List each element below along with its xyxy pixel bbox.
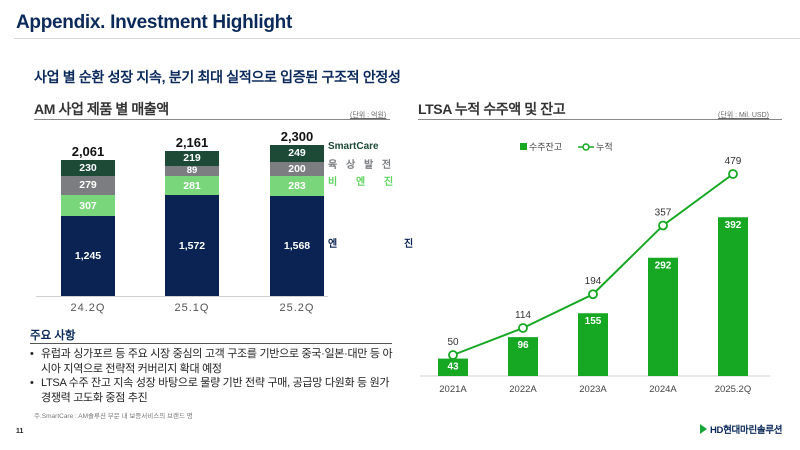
x-tick-label: 2021A xyxy=(439,384,467,395)
logo-arrow-icon xyxy=(700,424,707,434)
bar-value-label: 283 xyxy=(288,179,306,192)
notes-list: 유럽과 싱가포르 등 주요 시장 중심의 고객 구조를 기반으로 중국·일본·대… xyxy=(30,347,400,405)
cumulative-value-label: 50 xyxy=(447,337,459,348)
bar-segment: 1,572 xyxy=(165,195,219,296)
backlog-value-label: 96 xyxy=(517,340,529,351)
x-axis-line xyxy=(36,296,328,297)
series-legend-label: 육 상 발 전 xyxy=(328,160,395,171)
bar-total-label: 2,300 xyxy=(280,128,314,144)
bar-value-label: 230 xyxy=(79,161,97,174)
x-tick-label: 2025.2Q xyxy=(715,384,751,395)
backlog-value-label: 155 xyxy=(585,316,602,327)
legend-item-cumulative: 누적 xyxy=(578,140,613,153)
footnote: 주.SmartCare : AM솔루션 부문 내 보증서비스의 브랜드 명 xyxy=(34,413,193,420)
backlog-bar xyxy=(648,257,678,376)
legend-square-icon xyxy=(520,143,527,150)
bar-segment: 230 xyxy=(61,159,115,176)
notes-title: 주요 사항 xyxy=(30,330,76,342)
series-legend-label: SmartCare xyxy=(328,141,379,152)
cumulative-value-label: 114 xyxy=(515,310,531,321)
backlog-bar xyxy=(438,358,468,376)
bar-value-label: 279 xyxy=(79,179,97,192)
cumulative-point xyxy=(658,220,668,231)
ltsa-legend: 수주잔고 누적 xyxy=(520,140,613,153)
right-section-title: LTSA 누적 수주액 및 잔고 xyxy=(418,101,566,117)
note-item: LTSA 수주 잔고 지속 성장 바탕으로 물량 기반 전략 구매, 공급망 다… xyxy=(30,376,400,405)
x-tick-label: 2023A xyxy=(579,384,607,395)
logo-text: HD현대마린솔루션 xyxy=(710,425,783,436)
backlog-bar xyxy=(718,217,748,376)
x-tick-label: 25.1Q xyxy=(174,302,210,314)
notes-divider xyxy=(30,343,392,344)
x-tick-label: 2022A xyxy=(509,384,537,395)
series-legend-label: 비 엔 진 xyxy=(328,177,402,188)
backlog-bar xyxy=(508,337,538,376)
left-section-divider xyxy=(34,119,390,120)
cumulative-value-label: 479 xyxy=(725,156,742,167)
bar-segment: 279 xyxy=(61,175,115,195)
cumulative-point xyxy=(728,169,738,179)
legend-label-cumulative: 누적 xyxy=(596,142,613,152)
bar-value-label: 281 xyxy=(183,179,201,192)
bar-value-label: 219 xyxy=(183,152,201,165)
backlog-value-label: 292 xyxy=(655,261,672,272)
legend-label-backlog: 수주잔고 xyxy=(529,142,563,152)
bar-total-label: 2,161 xyxy=(175,134,209,150)
cumulative-point xyxy=(448,350,458,360)
bar-value-label: 200 xyxy=(288,163,306,176)
backlog-bar xyxy=(578,313,608,376)
x-tick-label: 2024A xyxy=(649,384,677,395)
bar-segment: 281 xyxy=(165,175,219,196)
company-logo: HD현대마린솔루션 xyxy=(700,422,783,436)
right-unit-label: (단위 : Mil. USD) xyxy=(718,112,769,119)
bar-value-label: 1,568 xyxy=(283,239,311,252)
bar-value-label: 307 xyxy=(79,199,97,212)
bar-value-label: 89 xyxy=(186,165,198,177)
backlog-value-label: 43 xyxy=(447,362,459,373)
x-tick-label: 25.2Q xyxy=(279,302,315,314)
right-section-divider xyxy=(418,119,782,120)
page-title: Appendix. Investment Highlight xyxy=(16,12,293,33)
bar-segment: 1,568 xyxy=(270,195,324,296)
bar-value-label: 1,245 xyxy=(74,250,102,263)
x-tick-label: 24.2Q xyxy=(70,302,106,314)
bar-segment: 249 xyxy=(270,144,324,163)
series-legend-label: 엔 진 xyxy=(328,239,446,250)
left-section-title: AM 사업 제품 별 매출액 xyxy=(34,101,169,117)
bar-segment: 200 xyxy=(270,162,324,176)
left-unit-label: (단위 : 억원) xyxy=(350,112,387,119)
bar-segment: 283 xyxy=(270,175,324,196)
cumulative-value-label: 194 xyxy=(585,276,602,287)
cumulative-point xyxy=(588,289,598,300)
bar-segment: 219 xyxy=(165,150,219,166)
headline: 사업 별 순환 성장 지속, 분기 최대 실적으로 입증된 구조적 안정성 xyxy=(34,69,401,85)
cumulative-value-label: 357 xyxy=(655,207,672,218)
bar-segment: 89 xyxy=(165,165,219,177)
bar-segment: 307 xyxy=(61,194,115,217)
title-divider xyxy=(14,38,800,39)
legend-line-marker-icon xyxy=(578,142,595,151)
bar-value-label: 1,572 xyxy=(178,239,206,252)
cumulative-point xyxy=(518,323,528,333)
bar-segment: 1,245 xyxy=(61,216,115,296)
bar-value-label: 249 xyxy=(288,147,306,160)
legend-item-backlog: 수주잔고 xyxy=(520,140,562,153)
page-number: 11 xyxy=(16,428,24,435)
cumulative-line xyxy=(452,173,734,356)
bar-total-label: 2,061 xyxy=(71,143,105,159)
backlog-value-label: 392 xyxy=(725,220,742,231)
note-item: 유럽과 싱가포르 등 주요 시장 중심의 고객 구조를 기반으로 중국·일본·대… xyxy=(30,347,400,376)
